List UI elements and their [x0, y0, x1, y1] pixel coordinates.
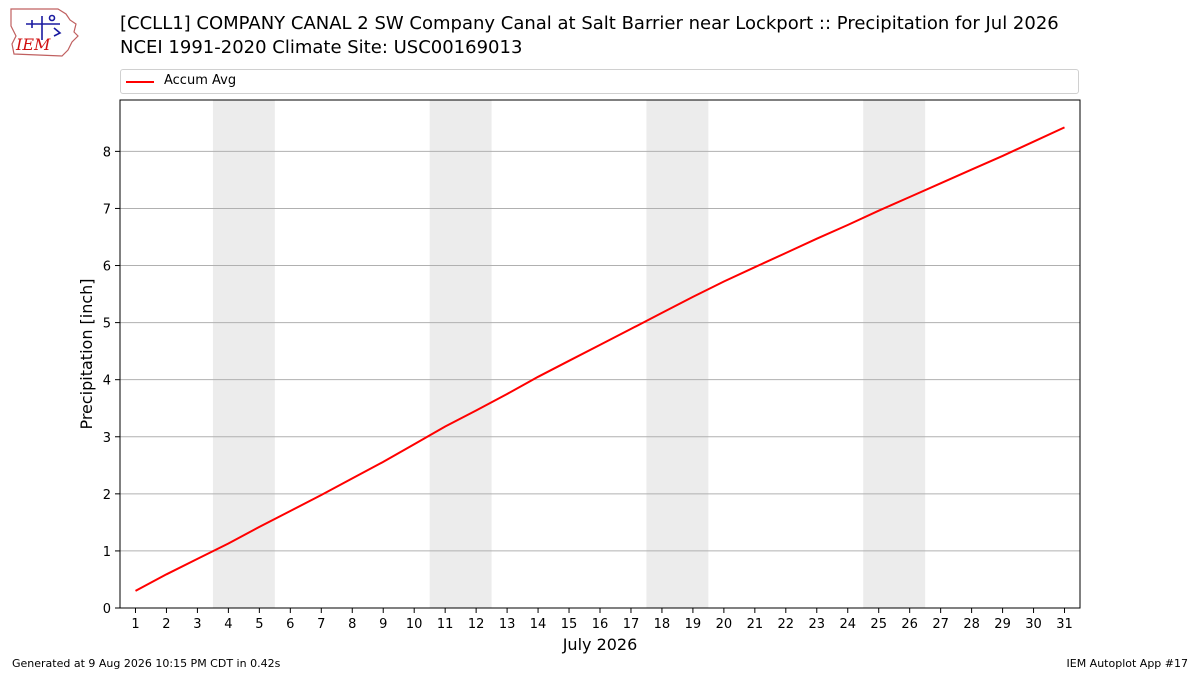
iem-logo: IEM: [10, 8, 79, 57]
x-tick-label: 21: [747, 617, 764, 632]
x-tick-label: 24: [839, 617, 856, 632]
weekend-band: [212, 100, 275, 608]
y-tick-label: 4: [103, 374, 111, 389]
x-tick-label: 19: [685, 617, 702, 632]
legend-label: Accum Avg: [164, 73, 237, 88]
x-tick-label: 26: [901, 617, 918, 632]
x-tick-label: 29: [994, 617, 1011, 632]
footer-generated-text: Generated at 9 Aug 2026 10:15 PM CDT in …: [12, 657, 281, 670]
chart-legend: Accum Avg: [120, 69, 1079, 94]
x-tick-label: 4: [224, 617, 232, 632]
x-tick-label: 25: [870, 617, 887, 632]
x-tick-label: 7: [317, 617, 325, 632]
y-tick-label: 1: [103, 545, 111, 560]
x-tick-label: 3: [193, 617, 201, 632]
y-tick-label: 6: [103, 260, 111, 275]
weekend-band: [863, 100, 926, 608]
x-tick-label: 12: [468, 617, 485, 632]
x-tick-label: 6: [286, 617, 294, 632]
x-tick-label: 1: [131, 617, 139, 632]
x-tick-label: 16: [592, 617, 609, 632]
y-tick-label: 7: [103, 202, 111, 217]
x-tick-label: 10: [406, 617, 423, 632]
x-tick-label: 20: [716, 617, 733, 632]
weekend-band: [646, 100, 709, 608]
x-tick-label: 23: [809, 617, 826, 632]
x-tick-label: 15: [561, 617, 578, 632]
x-tick-label: 22: [778, 617, 795, 632]
y-axis-label: Precipitation [inch]: [77, 278, 96, 429]
y-tick-label: 2: [103, 488, 111, 503]
y-tick-label: 5: [103, 317, 111, 332]
footer-app-id: IEM Autoplot App #17: [1066, 657, 1189, 670]
chart-subtitle: NCEI 1991-2020 Climate Site: USC00169013: [120, 37, 523, 58]
y-tick-label: 0: [103, 602, 111, 617]
y-tick-label: 8: [103, 145, 111, 160]
x-tick-label: 18: [654, 617, 671, 632]
x-tick-label: 8: [348, 617, 356, 632]
x-tick-label: 27: [932, 617, 949, 632]
weather-instrument-icon: [26, 14, 62, 40]
x-tick-label: 14: [530, 617, 547, 632]
x-axis-label: July 2026: [562, 635, 638, 654]
x-tick-label: 5: [255, 617, 263, 632]
x-tick-label: 30: [1025, 617, 1042, 632]
iowa-outline-icon: [10, 8, 79, 57]
x-tick-label: 28: [963, 617, 980, 632]
weekend-band: [429, 100, 492, 608]
y-tick-label: 3: [103, 431, 111, 446]
x-tick-label: 11: [437, 617, 454, 632]
legend-swatch: [126, 81, 154, 83]
x-tick-label: 2: [162, 617, 170, 632]
x-tick-label: 13: [499, 617, 516, 632]
chart-title: [CCLL1] COMPANY CANAL 2 SW Company Canal…: [120, 13, 1059, 34]
x-tick-label: 9: [379, 617, 387, 632]
accum-avg-line: [135, 126, 1065, 592]
logo-text: IEM: [15, 35, 51, 54]
x-tick-label: 17: [623, 617, 640, 632]
x-tick-label: 31: [1056, 617, 1073, 632]
